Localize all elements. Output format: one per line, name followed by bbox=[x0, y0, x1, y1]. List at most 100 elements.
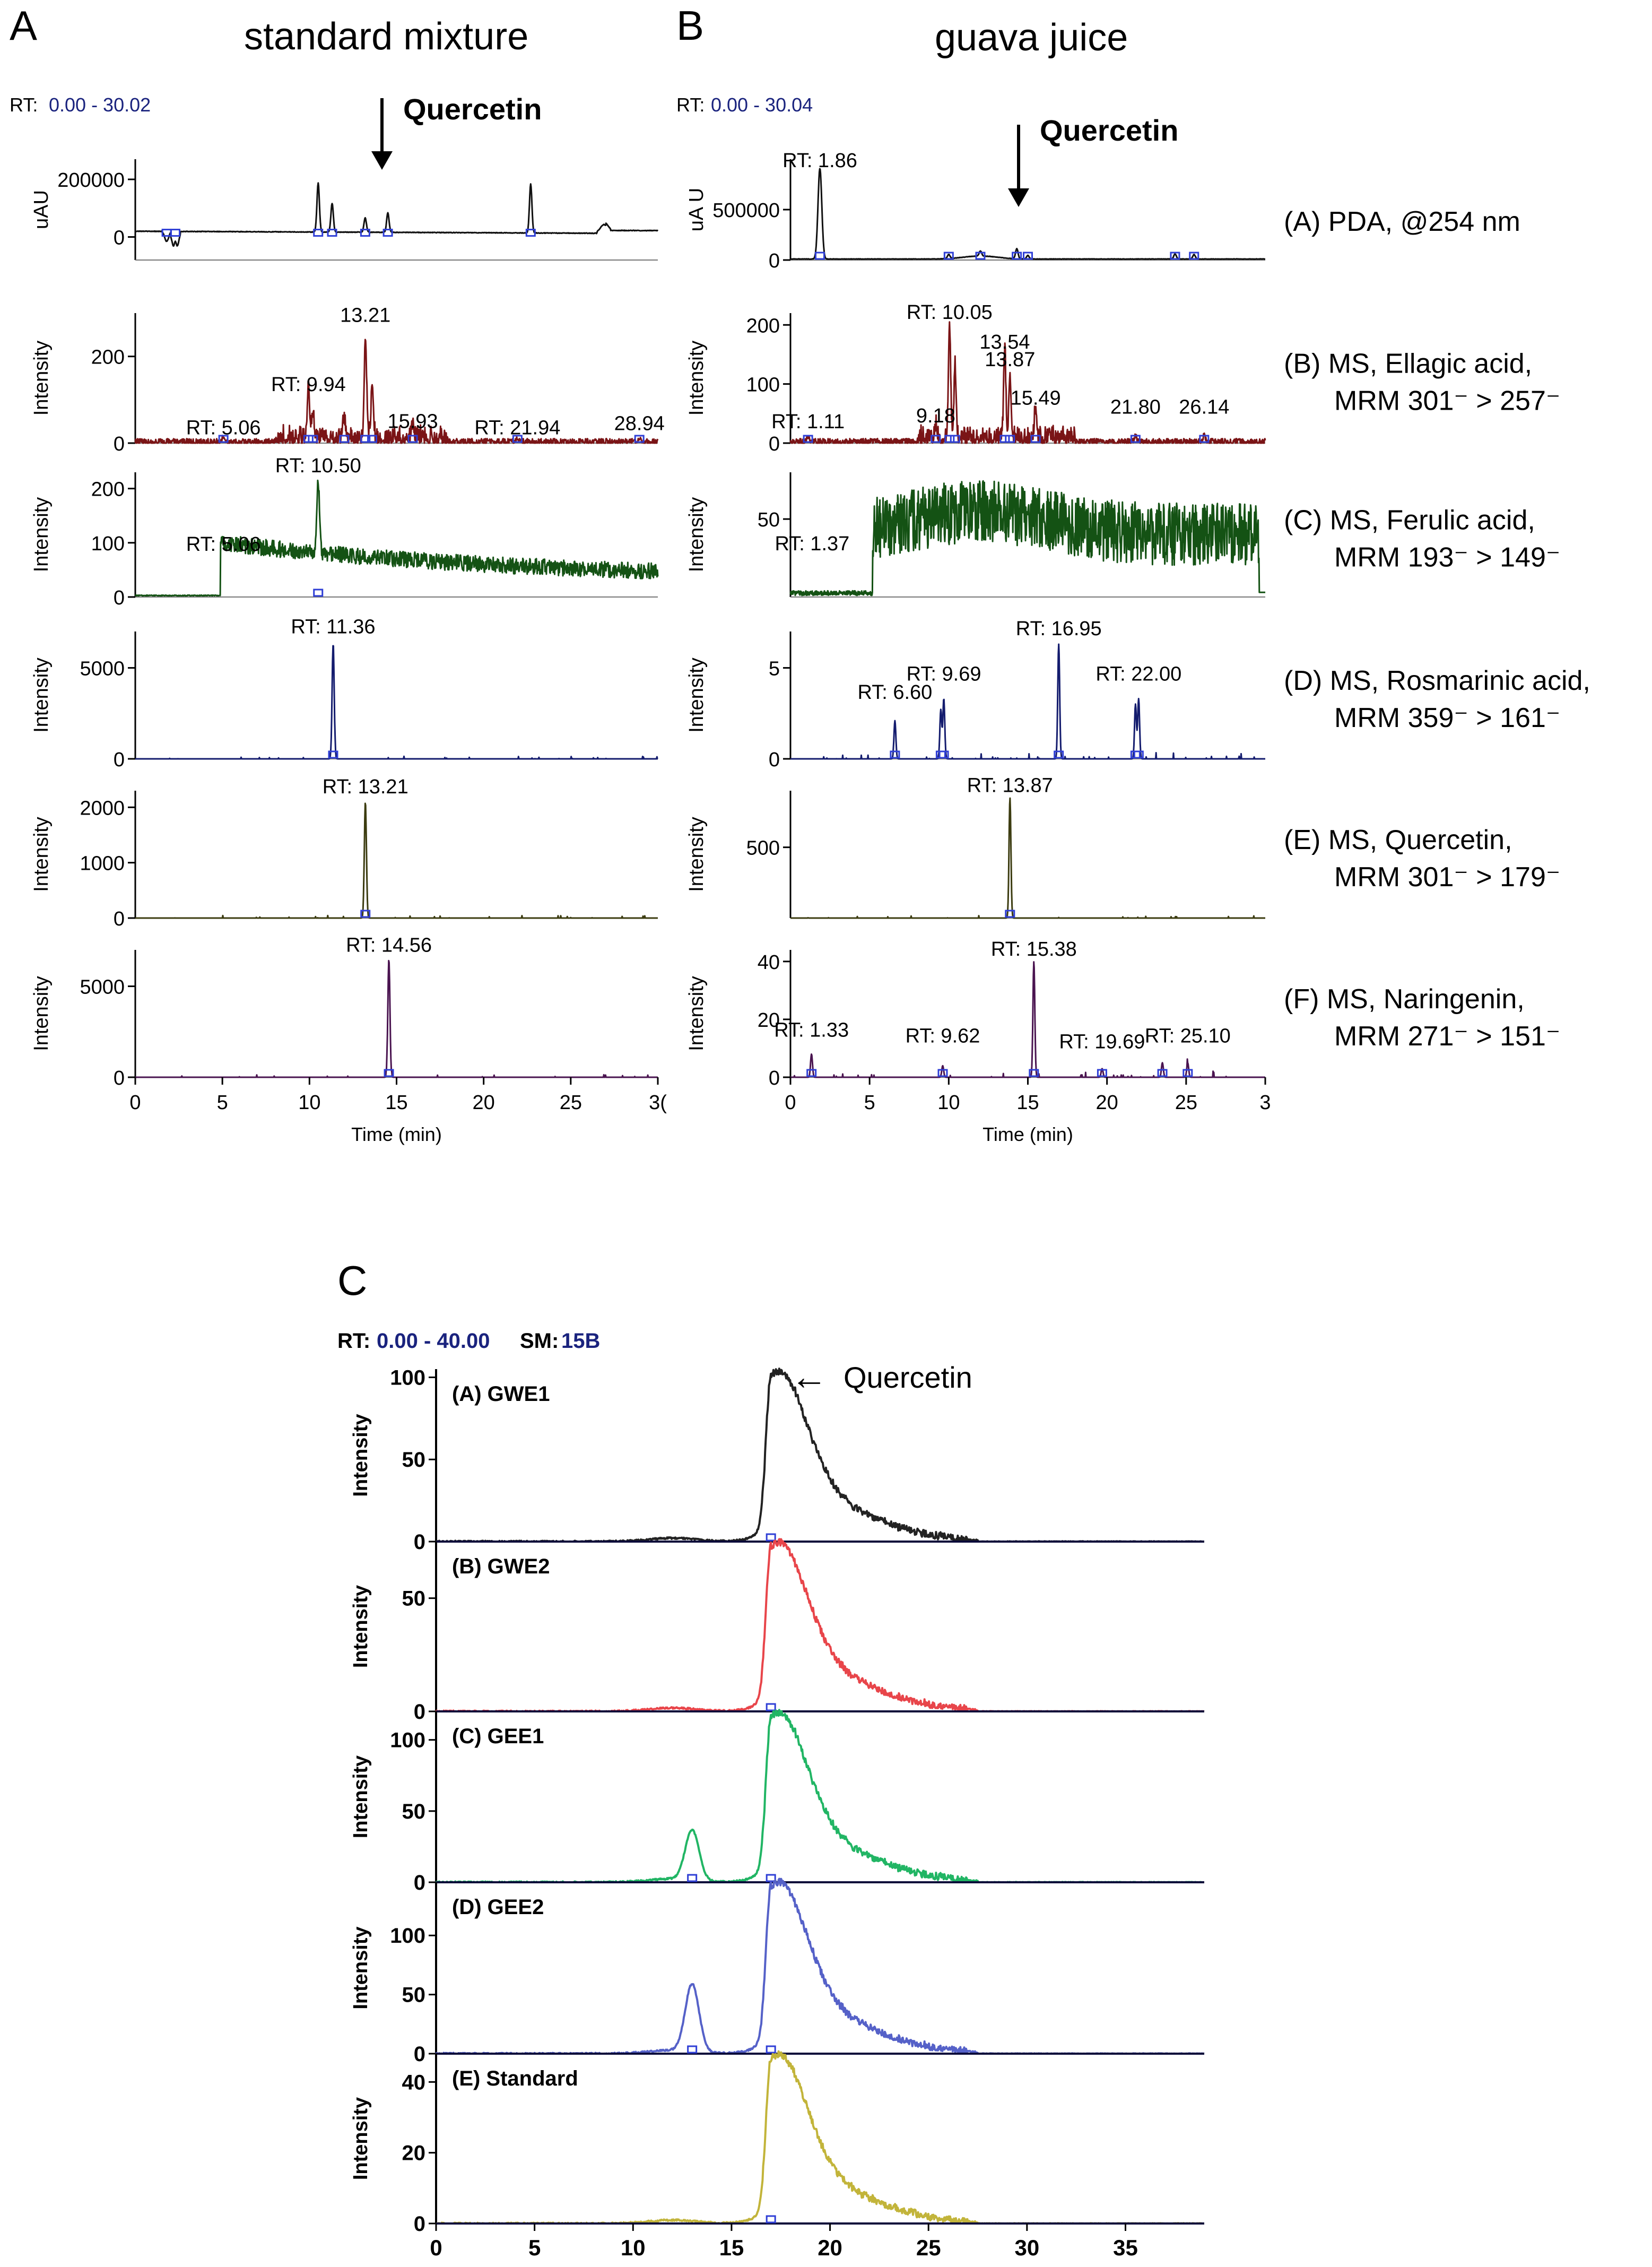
row-label-line1: (F) MS, Naringenin, bbox=[1284, 984, 1525, 1015]
y-tick-label: 200000 bbox=[57, 169, 125, 192]
x-tick-label: 15 bbox=[1016, 1092, 1039, 1114]
y-axis-label: Intensity bbox=[685, 657, 708, 733]
peak-marker bbox=[938, 750, 949, 759]
peak-annotation: RT: 1.86 bbox=[782, 150, 857, 172]
x-tick-label: 20 bbox=[473, 1092, 495, 1114]
x-tick-label: 15 bbox=[719, 2235, 744, 2260]
peak-marker bbox=[360, 435, 371, 443]
peak-marker bbox=[218, 435, 229, 443]
series-line bbox=[790, 961, 1266, 1078]
y-tick-label: 0 bbox=[414, 1871, 425, 1894]
series-line bbox=[135, 959, 658, 1078]
panel-a-quercetin-arrow bbox=[371, 98, 393, 170]
chart-c-gee1: 0 50 100 Intensity (C) GEE1 bbox=[350, 1709, 1205, 1894]
peak-annotation: RT: 1.37 bbox=[775, 533, 849, 555]
x-tick-label: 15 bbox=[385, 1092, 407, 1114]
peak-annotation: RT: 10.50 bbox=[275, 455, 361, 477]
peak-annotation: 26.14 bbox=[1179, 396, 1229, 418]
peak-marker bbox=[327, 229, 337, 237]
peak-marker bbox=[937, 1069, 948, 1077]
panel-a-letter: A bbox=[10, 2, 37, 49]
peak-marker bbox=[1170, 252, 1180, 260]
series-line bbox=[789, 480, 1266, 596]
panel-a-rt-label: RT: bbox=[10, 94, 38, 116]
y-tick-label: 200 bbox=[91, 479, 125, 501]
peak-annotation: RT: 13.21 bbox=[323, 776, 408, 798]
peak-annotation: 13.54 bbox=[979, 331, 1030, 353]
y-tick-label: 0 bbox=[414, 2212, 425, 2236]
y-tick-label: 0 bbox=[114, 908, 125, 930]
trace-label: (E) Standard bbox=[452, 2067, 578, 2090]
x-tick-label: 0 bbox=[785, 1092, 796, 1114]
x-tick-label: 20 bbox=[1096, 1092, 1118, 1114]
y-tick-label: 0 bbox=[114, 1067, 125, 1089]
peak-marker bbox=[1005, 435, 1015, 443]
y-tick-label: 20 bbox=[758, 1009, 780, 1032]
y-tick-label: 0 bbox=[114, 227, 125, 249]
y-tick-label: 100 bbox=[390, 1366, 425, 1389]
row-label-line2: MRM 301⁻ > 179⁻ bbox=[1334, 862, 1560, 893]
chart-b-f: 0 20 40 Intensity RT: 15.38 RT: 1.33 RT: 9.62 R… bbox=[685, 938, 1266, 1089]
peak-marker bbox=[1097, 1069, 1107, 1077]
panel-b-rt-label: RT: bbox=[676, 94, 705, 116]
peak-marker bbox=[1189, 252, 1199, 260]
chart-a-e: 0 1000 2000 Intensity RT: 13.21 bbox=[30, 776, 658, 930]
y-tick-label: 100 bbox=[390, 1924, 425, 1948]
row-label-line2: MRM 359⁻ > 161⁻ bbox=[1334, 703, 1560, 733]
panel-a-title: standard mixture bbox=[244, 15, 528, 58]
row-label-line1: (C) MS, Ferulic acid, bbox=[1284, 505, 1535, 536]
x-axis-label: Time (min) bbox=[351, 1123, 442, 1145]
x-tick-label: 35 bbox=[1113, 2235, 1138, 2260]
peak-annotation: RT: 10.05 bbox=[907, 301, 993, 324]
peak-marker bbox=[944, 435, 955, 443]
y-tick-label: 5000 bbox=[80, 976, 125, 999]
chart-b-e: 500 Intensity RT: 13.87 bbox=[685, 775, 1266, 919]
chart-b-d: 0 5 Intensity RT: 16.95 RT: 9.69 RT: 22.00 RT:… bbox=[685, 618, 1266, 771]
x-tick-label: 0 bbox=[129, 1092, 141, 1114]
series-line bbox=[435, 1538, 1205, 1712]
peak-annotation: 21.80 bbox=[1110, 396, 1161, 418]
peak-marker bbox=[806, 1069, 817, 1077]
peak-annotation: RT: 1.11 bbox=[771, 411, 845, 433]
peak-marker bbox=[407, 435, 418, 443]
x-tick-label: 25 bbox=[560, 1092, 582, 1114]
x-tick-label: 10 bbox=[298, 1092, 320, 1114]
peak-marker bbox=[512, 435, 523, 443]
y-axis-label: Intensity bbox=[30, 341, 53, 416]
peak-marker bbox=[170, 229, 181, 237]
peak-marker bbox=[308, 435, 318, 443]
peak-marker bbox=[687, 1874, 698, 1882]
peak-marker bbox=[1133, 750, 1144, 759]
panel-c-rt-range: 0.00 - 40.00 bbox=[377, 1329, 490, 1353]
y-tick-label: 5000 bbox=[80, 658, 125, 680]
peak-annotation: RT: 11.36 bbox=[291, 616, 375, 638]
peak-annotation: RT: 9.62 bbox=[906, 1025, 980, 1048]
peak-marker bbox=[975, 252, 986, 260]
x-tick-label: 5 bbox=[864, 1092, 875, 1114]
y-tick-label: 2000 bbox=[80, 797, 125, 819]
peak-marker bbox=[1023, 252, 1033, 260]
row-labels: (A) PDA, @254 nm (B) MS, Ellagic acid, MRM… bbox=[1284, 206, 1590, 1052]
chart-a-d: 0 5000 Intensity RT: 11.36 bbox=[30, 616, 658, 771]
y-axis-label: Intensity bbox=[30, 976, 53, 1051]
y-axis-label: Intensity bbox=[685, 817, 708, 892]
row-label-line1: (B) MS, Ellagic acid, bbox=[1284, 349, 1532, 379]
y-tick-label: 0 bbox=[414, 1700, 425, 1724]
y-axis-label: Intensity bbox=[350, 1585, 372, 1668]
y-tick-label: 40 bbox=[402, 2071, 426, 2094]
panel-c-quercetin-label: Quercetin bbox=[844, 1361, 972, 1394]
x-axis-label: Time (min) bbox=[982, 1123, 1073, 1145]
y-tick-label: 500 bbox=[746, 837, 780, 860]
row-label-line1: (E) MS, Quercetin, bbox=[1284, 825, 1512, 855]
row-label-line2: MRM 271⁻ > 151⁻ bbox=[1334, 1021, 1560, 1052]
peak-marker bbox=[766, 1703, 776, 1711]
y-tick-label: 50 bbox=[758, 509, 780, 531]
peak-marker bbox=[931, 435, 941, 443]
peak-marker bbox=[1183, 1069, 1193, 1077]
series-line bbox=[435, 1877, 1205, 2055]
x-tick-label: 20 bbox=[818, 2235, 842, 2260]
panel-c-sm-label: SM: bbox=[520, 1329, 559, 1353]
panel-b-title: guava juice bbox=[935, 16, 1128, 59]
